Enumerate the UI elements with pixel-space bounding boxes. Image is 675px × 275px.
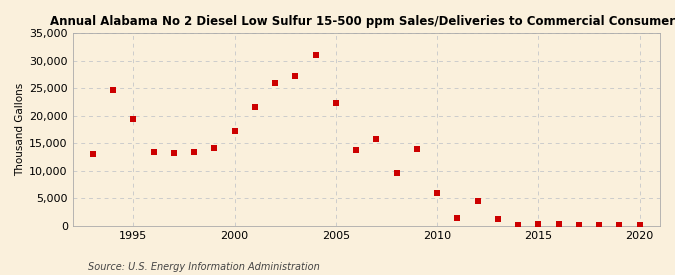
Point [209,145,220,150]
Point [392,171,402,175]
Point [493,216,504,221]
Point [452,215,463,220]
Point [554,222,564,226]
Point [614,223,625,227]
Point [412,147,423,151]
Point [574,222,585,227]
Point [250,105,261,109]
Point [634,223,645,227]
Point [88,152,99,156]
Text: Source: U.S. Energy Information Administration: Source: U.S. Energy Information Administ… [88,262,319,272]
Point [169,150,180,155]
Point [533,221,544,226]
Y-axis label: Thousand Gallons: Thousand Gallons [15,83,25,176]
Point [148,150,159,154]
Point [108,88,119,92]
Point [310,53,321,57]
Point [351,148,362,152]
Point [230,129,240,133]
Point [432,191,443,196]
Point [594,222,605,227]
Point [128,116,139,121]
Point [513,222,524,227]
Point [472,198,483,203]
Point [331,100,342,105]
Point [189,150,200,154]
Point [371,137,382,141]
Title: Annual Alabama No 2 Diesel Low Sulfur 15-500 ppm Sales/Deliveries to Commercial : Annual Alabama No 2 Diesel Low Sulfur 15… [50,15,675,28]
Point [270,81,281,85]
Point [290,74,301,78]
